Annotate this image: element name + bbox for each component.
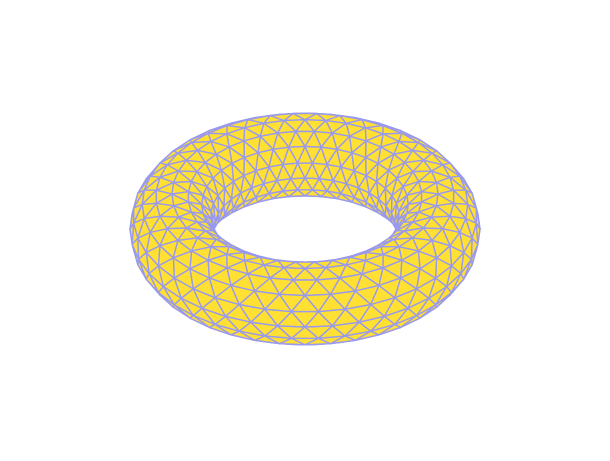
mesh-face [290, 294, 320, 313]
torus-mesh [129, 112, 481, 346]
